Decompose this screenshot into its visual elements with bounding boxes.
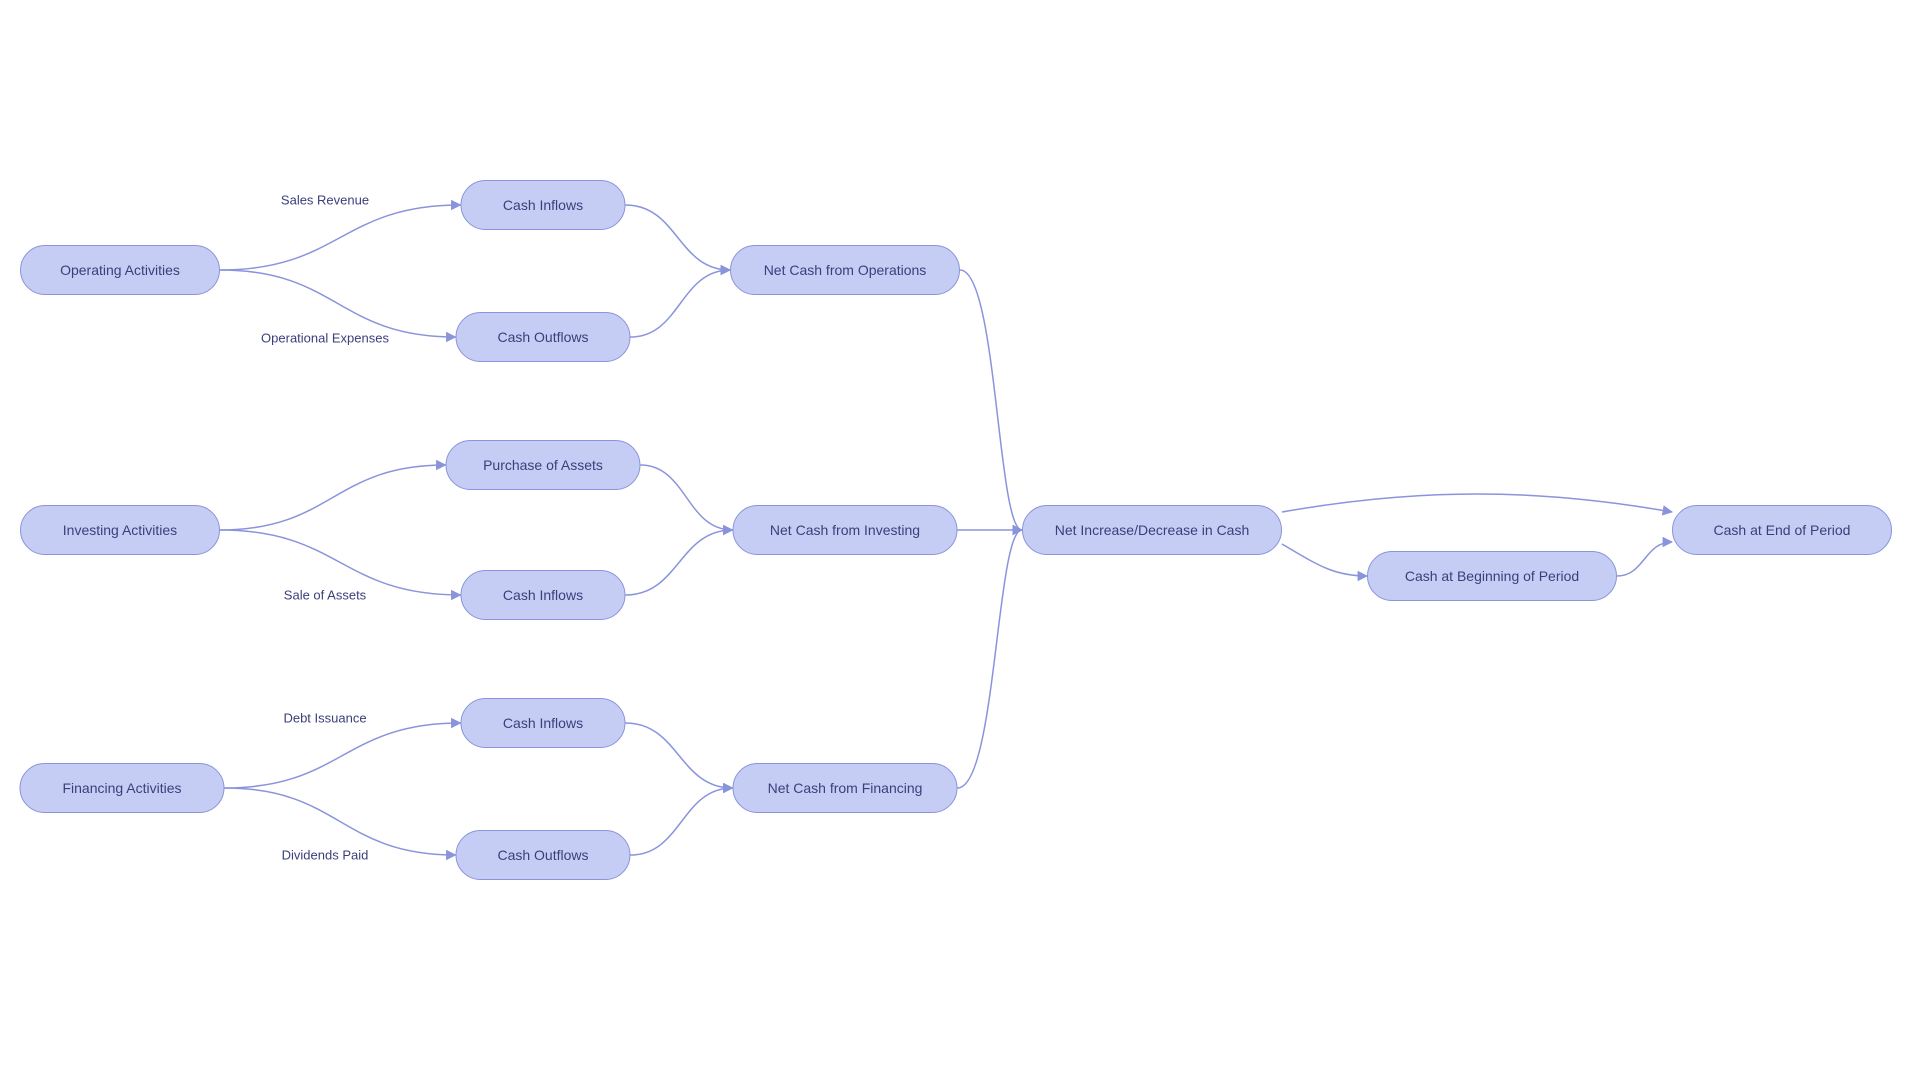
edge-label: Operational Expenses	[261, 331, 389, 346]
edge-fin_act-fin_in	[225, 723, 461, 788]
node-inv_act: Investing Activities	[20, 505, 220, 555]
node-label: Investing Activities	[63, 522, 177, 538]
node-op_act: Operating Activities	[20, 245, 220, 295]
edge-inv_act-inv_purch	[220, 465, 446, 530]
flowchart-canvas: { "type": "flowchart", "background_color…	[0, 0, 1920, 1080]
edge-label: Sale of Assets	[284, 588, 366, 603]
edge-fin_in-fin_net	[626, 723, 733, 788]
node-label: Purchase of Assets	[483, 457, 603, 473]
node-op_in: Cash Inflows	[461, 180, 626, 230]
edge-fin_net-net_change	[958, 530, 1023, 788]
edge-op_net-net_change	[960, 270, 1022, 530]
edge-op_act-op_in	[220, 205, 461, 270]
node-cash_end: Cash at End of Period	[1672, 505, 1892, 555]
node-op_net: Net Cash from Operations	[730, 245, 960, 295]
edge-label: Sales Revenue	[281, 193, 369, 208]
node-label: Net Increase/Decrease in Cash	[1055, 522, 1250, 538]
node-fin_in: Cash Inflows	[461, 698, 626, 748]
edge-net_change-cash_begin	[1282, 544, 1367, 576]
edge-label: Dividends Paid	[282, 848, 369, 863]
edges-layer	[0, 0, 1920, 1080]
edge-op_act-op_out	[220, 270, 456, 337]
edge-fin_out-fin_net	[631, 788, 733, 855]
node-inv_net: Net Cash from Investing	[733, 505, 958, 555]
node-label: Cash Inflows	[503, 715, 583, 731]
node-fin_act: Financing Activities	[20, 763, 225, 813]
edge-cash_begin-cash_end	[1617, 542, 1672, 576]
node-label: Cash Outflows	[497, 847, 588, 863]
edge-inv_act-inv_in	[220, 530, 461, 595]
edge-op_out-op_net	[631, 270, 731, 337]
node-op_out: Cash Outflows	[456, 312, 631, 362]
node-fin_net: Net Cash from Financing	[733, 763, 958, 813]
edge-op_in-op_net	[626, 205, 731, 270]
node-net_change: Net Increase/Decrease in Cash	[1022, 505, 1282, 555]
edge-inv_in-inv_net	[626, 530, 733, 595]
node-label: Cash Inflows	[503, 197, 583, 213]
edge-fin_act-fin_out	[225, 788, 456, 855]
node-label: Financing Activities	[62, 780, 181, 796]
node-inv_in: Cash Inflows	[461, 570, 626, 620]
edge-inv_purch-inv_net	[641, 465, 733, 530]
node-label: Cash at End of Period	[1714, 522, 1851, 538]
node-label: Net Cash from Operations	[764, 262, 927, 278]
node-fin_out: Cash Outflows	[456, 830, 631, 880]
node-cash_begin: Cash at Beginning of Period	[1367, 551, 1617, 601]
node-inv_purch: Purchase of Assets	[446, 440, 641, 490]
node-label: Net Cash from Financing	[768, 780, 923, 796]
node-label: Cash at Beginning of Period	[1405, 568, 1579, 584]
node-label: Net Cash from Investing	[770, 522, 920, 538]
edge-net_change-cash_end	[1282, 494, 1672, 512]
node-label: Operating Activities	[60, 262, 180, 278]
edge-label: Debt Issuance	[283, 711, 366, 726]
node-label: Cash Outflows	[497, 329, 588, 345]
node-label: Cash Inflows	[503, 587, 583, 603]
